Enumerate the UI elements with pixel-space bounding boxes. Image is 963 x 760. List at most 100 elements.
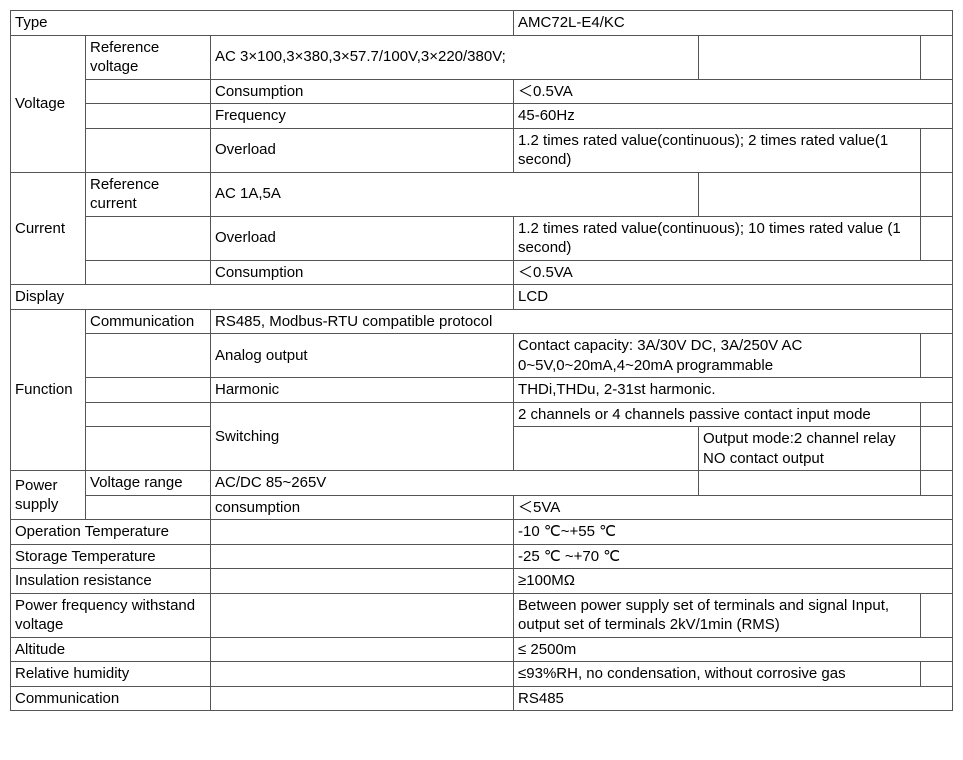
spec-table: Type AMC72L-E4/KC Voltage Reference volt… (10, 10, 953, 711)
ps-consumption-value: ＜5VA (514, 495, 953, 520)
storage-temp-label: Storage Temperature (11, 544, 211, 569)
comm-value: RS485 (514, 686, 953, 711)
function-comm-value: RS485, Modbus-RTU compatible protocol (211, 309, 953, 334)
rel-humidity-label: Relative humidity (11, 662, 211, 687)
current-consumption-value: ＜0.5VA (514, 260, 953, 285)
cell-empty (211, 593, 514, 637)
current-overload-label: Overload (211, 216, 514, 260)
cell-empty (86, 334, 211, 378)
row-function-analog: Analog output Contact capacity: 3A/30V D… (11, 334, 953, 378)
voltage-frequency-value: 45-60Hz (514, 104, 953, 129)
function-harmonic-value: THDi,THDu, 2-31st harmonic. (514, 378, 953, 403)
cell-empty (211, 544, 514, 569)
op-temp-label: Operation Temperature (11, 520, 211, 545)
function-label: Function (11, 309, 86, 471)
function-switching-input: 2 channels or 4 channels passive contact… (514, 402, 921, 427)
row-insulation: Insulation resistance ≥100MΩ (11, 569, 953, 594)
function-switching-label: Switching (211, 402, 514, 471)
ps-label: Power supply (11, 471, 86, 520)
row-display: Display LCD (11, 285, 953, 310)
row-current-overload: Overload 1.2 times rated value(continuou… (11, 216, 953, 260)
display-label: Display (11, 285, 514, 310)
voltage-consumption-value: ＜0.5VA (514, 79, 953, 104)
ps-voltage-range-label: Voltage range (86, 471, 211, 496)
altitude-value: ≤ 2500m (514, 637, 953, 662)
row-voltage-overload: Overload 1.2 times rated value(continuou… (11, 128, 953, 172)
cell-empty (86, 128, 211, 172)
voltage-ref-label: Reference voltage (86, 35, 211, 79)
cell-empty (921, 471, 953, 496)
cell-empty (921, 35, 953, 79)
cell-empty (86, 104, 211, 129)
display-value: LCD (514, 285, 953, 310)
voltage-ref-value: AC 3×100,3×380,3×57.7/100V,3×220/380V; (211, 35, 699, 79)
current-ref-label: Reference current (86, 172, 211, 216)
cell-empty (921, 216, 953, 260)
current-ref-value: AC 1A,5A (211, 172, 699, 216)
cell-empty (211, 637, 514, 662)
pf-withstand-value: Between power supply set of terminals an… (514, 593, 921, 637)
cell-empty (514, 427, 699, 471)
row-voltage-ref: Voltage Reference voltage AC 3×100,3×380… (11, 35, 953, 79)
row-altitude: Altitude ≤ 2500m (11, 637, 953, 662)
function-analog-label: Analog output (211, 334, 514, 378)
insulation-label: Insulation resistance (11, 569, 211, 594)
voltage-consumption-label: Consumption (211, 79, 514, 104)
current-label: Current (11, 172, 86, 285)
cell-empty (921, 402, 953, 427)
cell-empty (921, 172, 953, 216)
row-current-consumption: Consumption ＜0.5VA (11, 260, 953, 285)
storage-temp-value: -25 ℃ ~+70 ℃ (514, 544, 953, 569)
function-analog-value: Contact capacity: 3A/30V DC, 3A/250V AC … (514, 334, 921, 378)
cell-empty (211, 686, 514, 711)
current-consumption-label: Consumption (211, 260, 514, 285)
cell-empty (211, 520, 514, 545)
row-function-switch-input: Switching 2 channels or 4 channels passi… (11, 402, 953, 427)
altitude-label: Altitude (11, 637, 211, 662)
voltage-label: Voltage (11, 35, 86, 172)
type-label: Type (11, 11, 514, 36)
ps-consumption-label: consumption (211, 495, 514, 520)
row-storage-temp: Storage Temperature -25 ℃ ~+70 ℃ (11, 544, 953, 569)
type-value: AMC72L-E4/KC (514, 11, 953, 36)
cell-empty (211, 662, 514, 687)
voltage-overload-label: Overload (211, 128, 514, 172)
row-op-temp: Operation Temperature -10 ℃~+55 ℃ (11, 520, 953, 545)
cell-empty (921, 427, 953, 471)
row-ps-voltage-range: Power supply Voltage range AC/DC 85~265V (11, 471, 953, 496)
voltage-overload-value: 1.2 times rated value(continuous); 2 tim… (514, 128, 921, 172)
cell-empty (86, 402, 211, 427)
function-harmonic-label: Harmonic (211, 378, 514, 403)
row-voltage-consumption: Consumption ＜0.5VA (11, 79, 953, 104)
pf-withstand-label: Power frequency withstand voltage (11, 593, 211, 637)
cell-empty (86, 495, 211, 520)
row-ps-consumption: consumption ＜5VA (11, 495, 953, 520)
cell-empty (921, 128, 953, 172)
cell-empty (699, 471, 921, 496)
cell-empty (86, 216, 211, 260)
function-comm-label: Communication (86, 309, 211, 334)
insulation-value: ≥100MΩ (514, 569, 953, 594)
row-current-ref: Current Reference current AC 1A,5A (11, 172, 953, 216)
row-function-comm: Function Communication RS485, Modbus-RTU… (11, 309, 953, 334)
cell-empty (921, 334, 953, 378)
cell-empty (921, 662, 953, 687)
row-comm: Communication RS485 (11, 686, 953, 711)
comm-label: Communication (11, 686, 211, 711)
function-switching-output: Output mode:2 channel relay NO contact o… (699, 427, 921, 471)
cell-empty (86, 427, 211, 471)
current-overload-value: 1.2 times rated value(continuous); 10 ti… (514, 216, 921, 260)
cell-empty (86, 79, 211, 104)
op-temp-value: -10 ℃~+55 ℃ (514, 520, 953, 545)
rel-humidity-value: ≤93%RH, no condensation, without corrosi… (514, 662, 921, 687)
row-pf-withstand: Power frequency withstand voltage Betwee… (11, 593, 953, 637)
voltage-frequency-label: Frequency (211, 104, 514, 129)
row-type: Type AMC72L-E4/KC (11, 11, 953, 36)
cell-empty (699, 172, 921, 216)
cell-empty (86, 378, 211, 403)
cell-empty (211, 569, 514, 594)
cell-empty (86, 260, 211, 285)
row-function-harmonic: Harmonic THDi,THDu, 2-31st harmonic. (11, 378, 953, 403)
cell-empty (921, 593, 953, 637)
ps-voltage-range-value: AC/DC 85~265V (211, 471, 699, 496)
